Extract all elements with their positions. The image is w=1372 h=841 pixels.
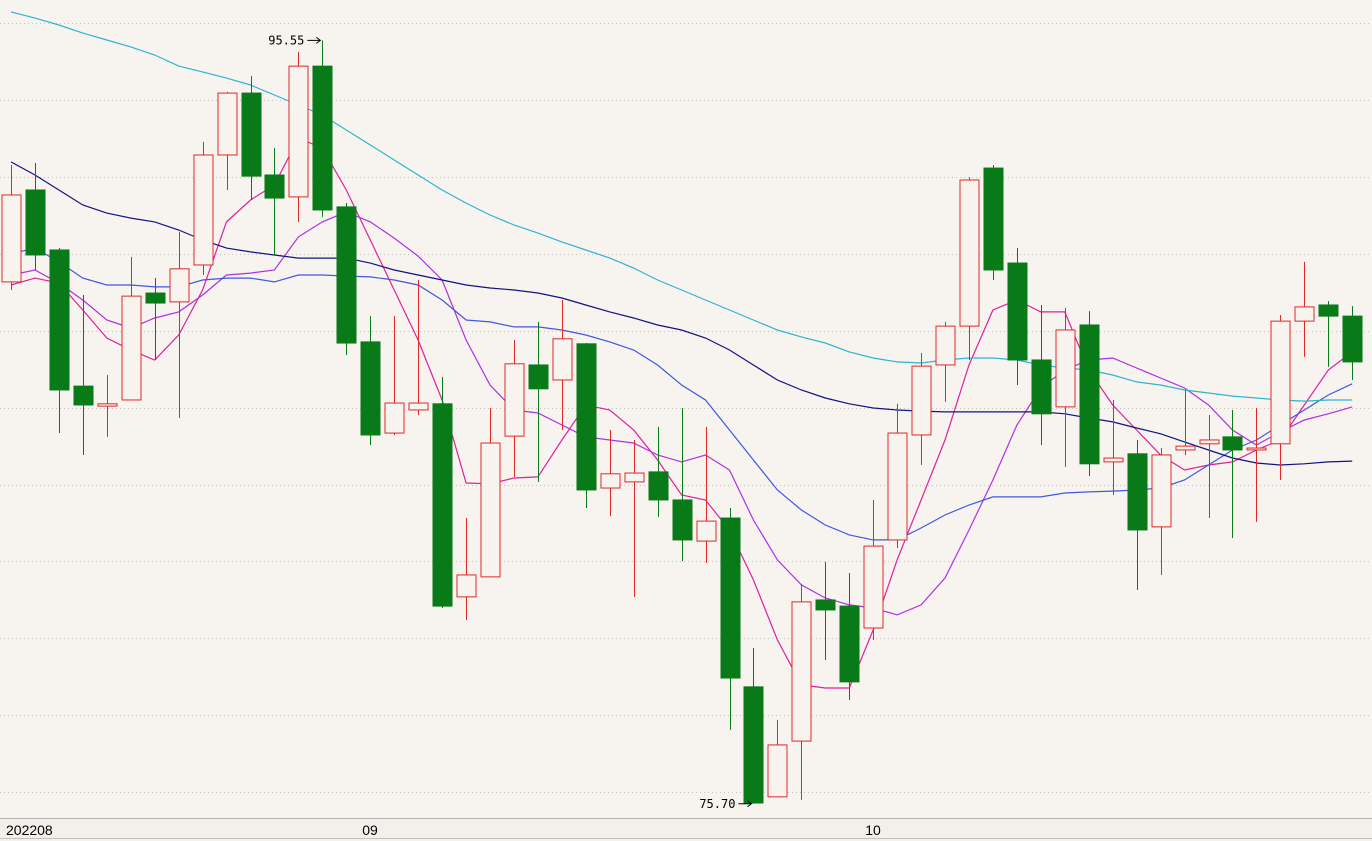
candle-body bbox=[552, 338, 573, 381]
candle-body bbox=[456, 574, 477, 598]
candle-body bbox=[648, 471, 669, 501]
candle-body bbox=[408, 402, 429, 411]
candle-body bbox=[73, 385, 94, 406]
candle-body bbox=[839, 605, 860, 683]
candle-body bbox=[480, 442, 501, 578]
candle-body bbox=[767, 744, 788, 798]
candle-body bbox=[743, 686, 764, 804]
candle-body bbox=[959, 179, 980, 327]
candle-body bbox=[193, 154, 214, 266]
candle-body bbox=[504, 363, 525, 437]
candle-body bbox=[1103, 457, 1124, 463]
candle-body bbox=[360, 341, 381, 436]
ma-line bbox=[10, 211, 1353, 616]
x-tick-label: 09 bbox=[362, 822, 378, 838]
candle-body bbox=[624, 472, 645, 483]
ma-line bbox=[10, 11, 1353, 402]
candle-body bbox=[25, 189, 46, 256]
candle-body bbox=[1222, 436, 1243, 451]
candle-body bbox=[887, 432, 908, 541]
candle-body bbox=[528, 364, 549, 390]
candle-body bbox=[696, 520, 717, 542]
candle-body bbox=[1079, 324, 1100, 465]
candle-body bbox=[935, 325, 956, 366]
candle-body bbox=[815, 599, 836, 611]
candle-body bbox=[1055, 329, 1076, 408]
candle-body bbox=[720, 517, 741, 679]
candle-body bbox=[1, 194, 22, 283]
candle-body bbox=[911, 365, 932, 436]
annotation-label: 75.70 bbox=[699, 797, 735, 811]
candle-body bbox=[145, 292, 166, 304]
candle-body bbox=[863, 545, 884, 629]
candle-body bbox=[312, 65, 333, 211]
x-tick-label: 202208 bbox=[6, 822, 53, 838]
candle-body bbox=[1007, 262, 1028, 361]
candle-body bbox=[1246, 447, 1267, 451]
candle-body bbox=[576, 343, 597, 491]
candle-body bbox=[49, 249, 70, 391]
candle-body bbox=[1151, 454, 1172, 528]
x-axis-band bbox=[0, 818, 1372, 841]
annotation-label: 95.55 bbox=[268, 33, 304, 47]
candle-body bbox=[288, 65, 309, 198]
candle-body bbox=[217, 92, 238, 156]
arrow-head bbox=[316, 36, 322, 44]
candle-body bbox=[97, 403, 118, 407]
arrow-head bbox=[747, 800, 753, 808]
candle-body bbox=[384, 402, 405, 434]
candle-body bbox=[1031, 359, 1052, 415]
candle-body bbox=[169, 268, 190, 303]
ma-line bbox=[10, 161, 1353, 466]
candle-body bbox=[1294, 306, 1315, 322]
candle-body bbox=[1127, 453, 1148, 531]
candle-body bbox=[241, 92, 262, 177]
candle-body bbox=[1199, 439, 1220, 445]
candle-body bbox=[1270, 320, 1291, 445]
ma-line bbox=[10, 137, 1353, 689]
candle-body bbox=[791, 601, 812, 742]
candles bbox=[1, 40, 1363, 804]
candle-body bbox=[1175, 445, 1196, 451]
candle-body bbox=[1318, 304, 1339, 317]
candle-body bbox=[336, 206, 357, 344]
candle-body bbox=[121, 295, 142, 401]
labels: 202208 09 10 95.55 75.70 bbox=[6, 33, 881, 838]
candle-body bbox=[1342, 315, 1363, 363]
candle-body bbox=[672, 499, 693, 541]
candle-body bbox=[600, 473, 621, 489]
x-tick-label: 10 bbox=[865, 822, 881, 838]
candle-body bbox=[432, 403, 453, 607]
candle-body bbox=[264, 174, 285, 199]
candle-body bbox=[983, 167, 1004, 271]
